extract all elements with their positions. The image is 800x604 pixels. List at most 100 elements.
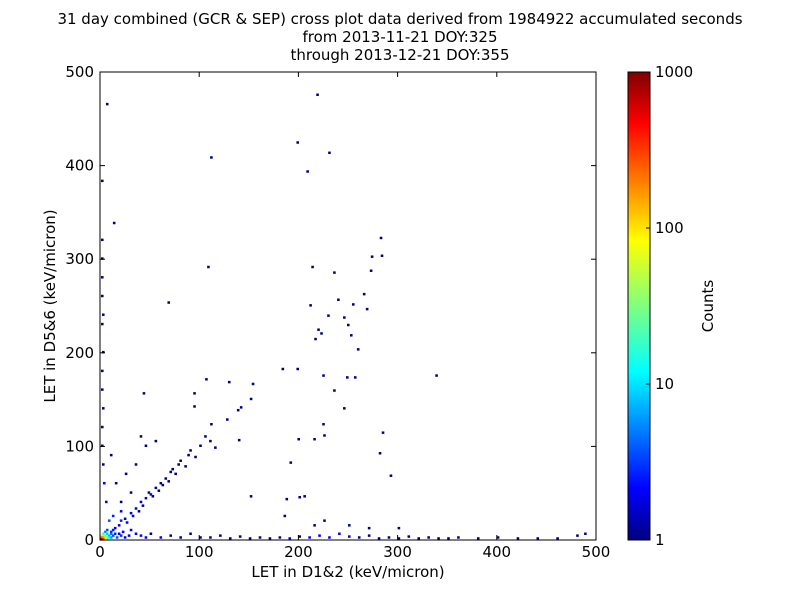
x-tick-label: 0 (95, 543, 105, 561)
heatmap-bin (101, 463, 105, 466)
heatmap-bin (101, 313, 105, 316)
heatmap-bin (105, 538, 109, 541)
heatmap-bin (249, 397, 253, 401)
plot-frame (99, 71, 597, 541)
heatmap-bin (161, 483, 165, 487)
chart-title-line-1: 31 day combined (GCR & SEP) cross plot d… (57, 10, 742, 28)
heatmap-bin (100, 534, 103, 537)
heatmap-bin (536, 537, 540, 540)
heatmap-bin (338, 532, 341, 535)
heatmap-bin (179, 459, 182, 462)
heatmap-bin (306, 170, 309, 173)
heatmap-bin (189, 449, 192, 452)
heatmap-bin (151, 495, 155, 498)
heatmap-bin (139, 500, 143, 504)
heatmap-bin (113, 532, 117, 535)
colorbar-tick-label: 100 (655, 219, 684, 237)
heatmap-bin (296, 367, 299, 371)
heatmap-bin (144, 536, 148, 539)
heatmap-bin (322, 423, 325, 426)
heatmap-bin (297, 437, 300, 441)
heatmap-bin (427, 536, 430, 539)
heatmap-bin (207, 265, 210, 269)
heatmap-bin (209, 439, 212, 443)
heatmap-bin (193, 392, 196, 395)
heatmap-bin (112, 221, 116, 225)
heatmap-bin (378, 452, 382, 455)
heatmap-bin (105, 528, 109, 532)
heatmap-bin (100, 369, 104, 373)
heatmap-bin (159, 481, 163, 485)
heatmap-bin (379, 236, 383, 240)
heatmap-bin (349, 334, 353, 337)
y-tick-label: 0 (84, 531, 94, 549)
heatmap-bin (298, 535, 301, 538)
x-tick-label: 200 (284, 543, 313, 561)
heatmap-bin (237, 438, 241, 442)
heatmap-bin (119, 534, 123, 537)
heatmap-bin (457, 536, 460, 539)
heatmap-bin (381, 431, 385, 434)
heatmap-bin (184, 465, 187, 468)
heatmap-bin (119, 510, 123, 513)
heatmap-bins (100, 93, 587, 541)
heatmap-bin (100, 538, 103, 541)
heatmap-bin (236, 408, 240, 412)
heatmap-bin (100, 388, 104, 391)
x-axis-label: LET in D1&2 (keV/micron) (251, 563, 444, 581)
heatmap-bin (105, 532, 109, 535)
heatmap-bin (407, 535, 411, 538)
colorbar-tick-label: 1000 (655, 63, 693, 81)
heatmap-bin (323, 434, 326, 437)
heatmap-bin (303, 495, 306, 498)
heatmap-bin (204, 435, 207, 438)
heatmap-bin (111, 514, 115, 518)
heatmap-bin (248, 537, 252, 540)
heatmap-bin (100, 444, 104, 447)
heatmap-bin (100, 238, 104, 242)
heatmap-bin (167, 480, 171, 483)
heatmap-bin (447, 537, 450, 540)
heatmap-bin (137, 510, 141, 513)
heatmap-bin (258, 536, 262, 539)
heatmap-bin (109, 530, 113, 534)
heatmap-bin (104, 500, 108, 504)
heatmap-bin (238, 535, 242, 538)
heatmap-bin (313, 437, 316, 441)
heatmap-bin (496, 536, 500, 539)
heatmap-bin (144, 496, 148, 500)
heatmap-bin (356, 348, 360, 351)
heatmap-bin (347, 323, 350, 327)
heatmap-bin (100, 294, 104, 298)
heatmap-bin (101, 534, 105, 537)
colorbar-ticks: 1 10 100 1000 (646, 63, 693, 549)
heatmap-bin (314, 337, 317, 341)
heatmap-bin (333, 389, 336, 392)
heatmap-bin (123, 536, 127, 539)
heatmap-bin (164, 477, 168, 480)
heatmap-bin (177, 463, 180, 466)
heatmap-bin (576, 534, 579, 537)
heatmap-bin (139, 534, 143, 537)
heatmap-bin (149, 493, 153, 496)
y-tick-label: 100 (65, 437, 94, 455)
heatmap-bin (370, 255, 374, 258)
heatmap-bin (283, 514, 287, 518)
heatmap-bin (328, 536, 331, 539)
heatmap-bin (109, 532, 113, 535)
heatmap-bin (134, 463, 138, 466)
heatmap-bin (313, 524, 316, 527)
heatmap-bin (123, 517, 127, 521)
heatmap-bin (337, 298, 340, 301)
heatmap-bin (103, 538, 107, 541)
heatmap-bin (103, 536, 107, 539)
heatmap-bin (251, 382, 255, 386)
heatmap-bin (169, 470, 173, 474)
heatmap-bin (387, 536, 391, 539)
heatmap-bin (288, 537, 292, 540)
heatmap-bin (397, 526, 401, 530)
heatmap-bin (351, 303, 355, 306)
heatmap-bin (129, 511, 133, 515)
heatmap-bin (187, 453, 190, 457)
